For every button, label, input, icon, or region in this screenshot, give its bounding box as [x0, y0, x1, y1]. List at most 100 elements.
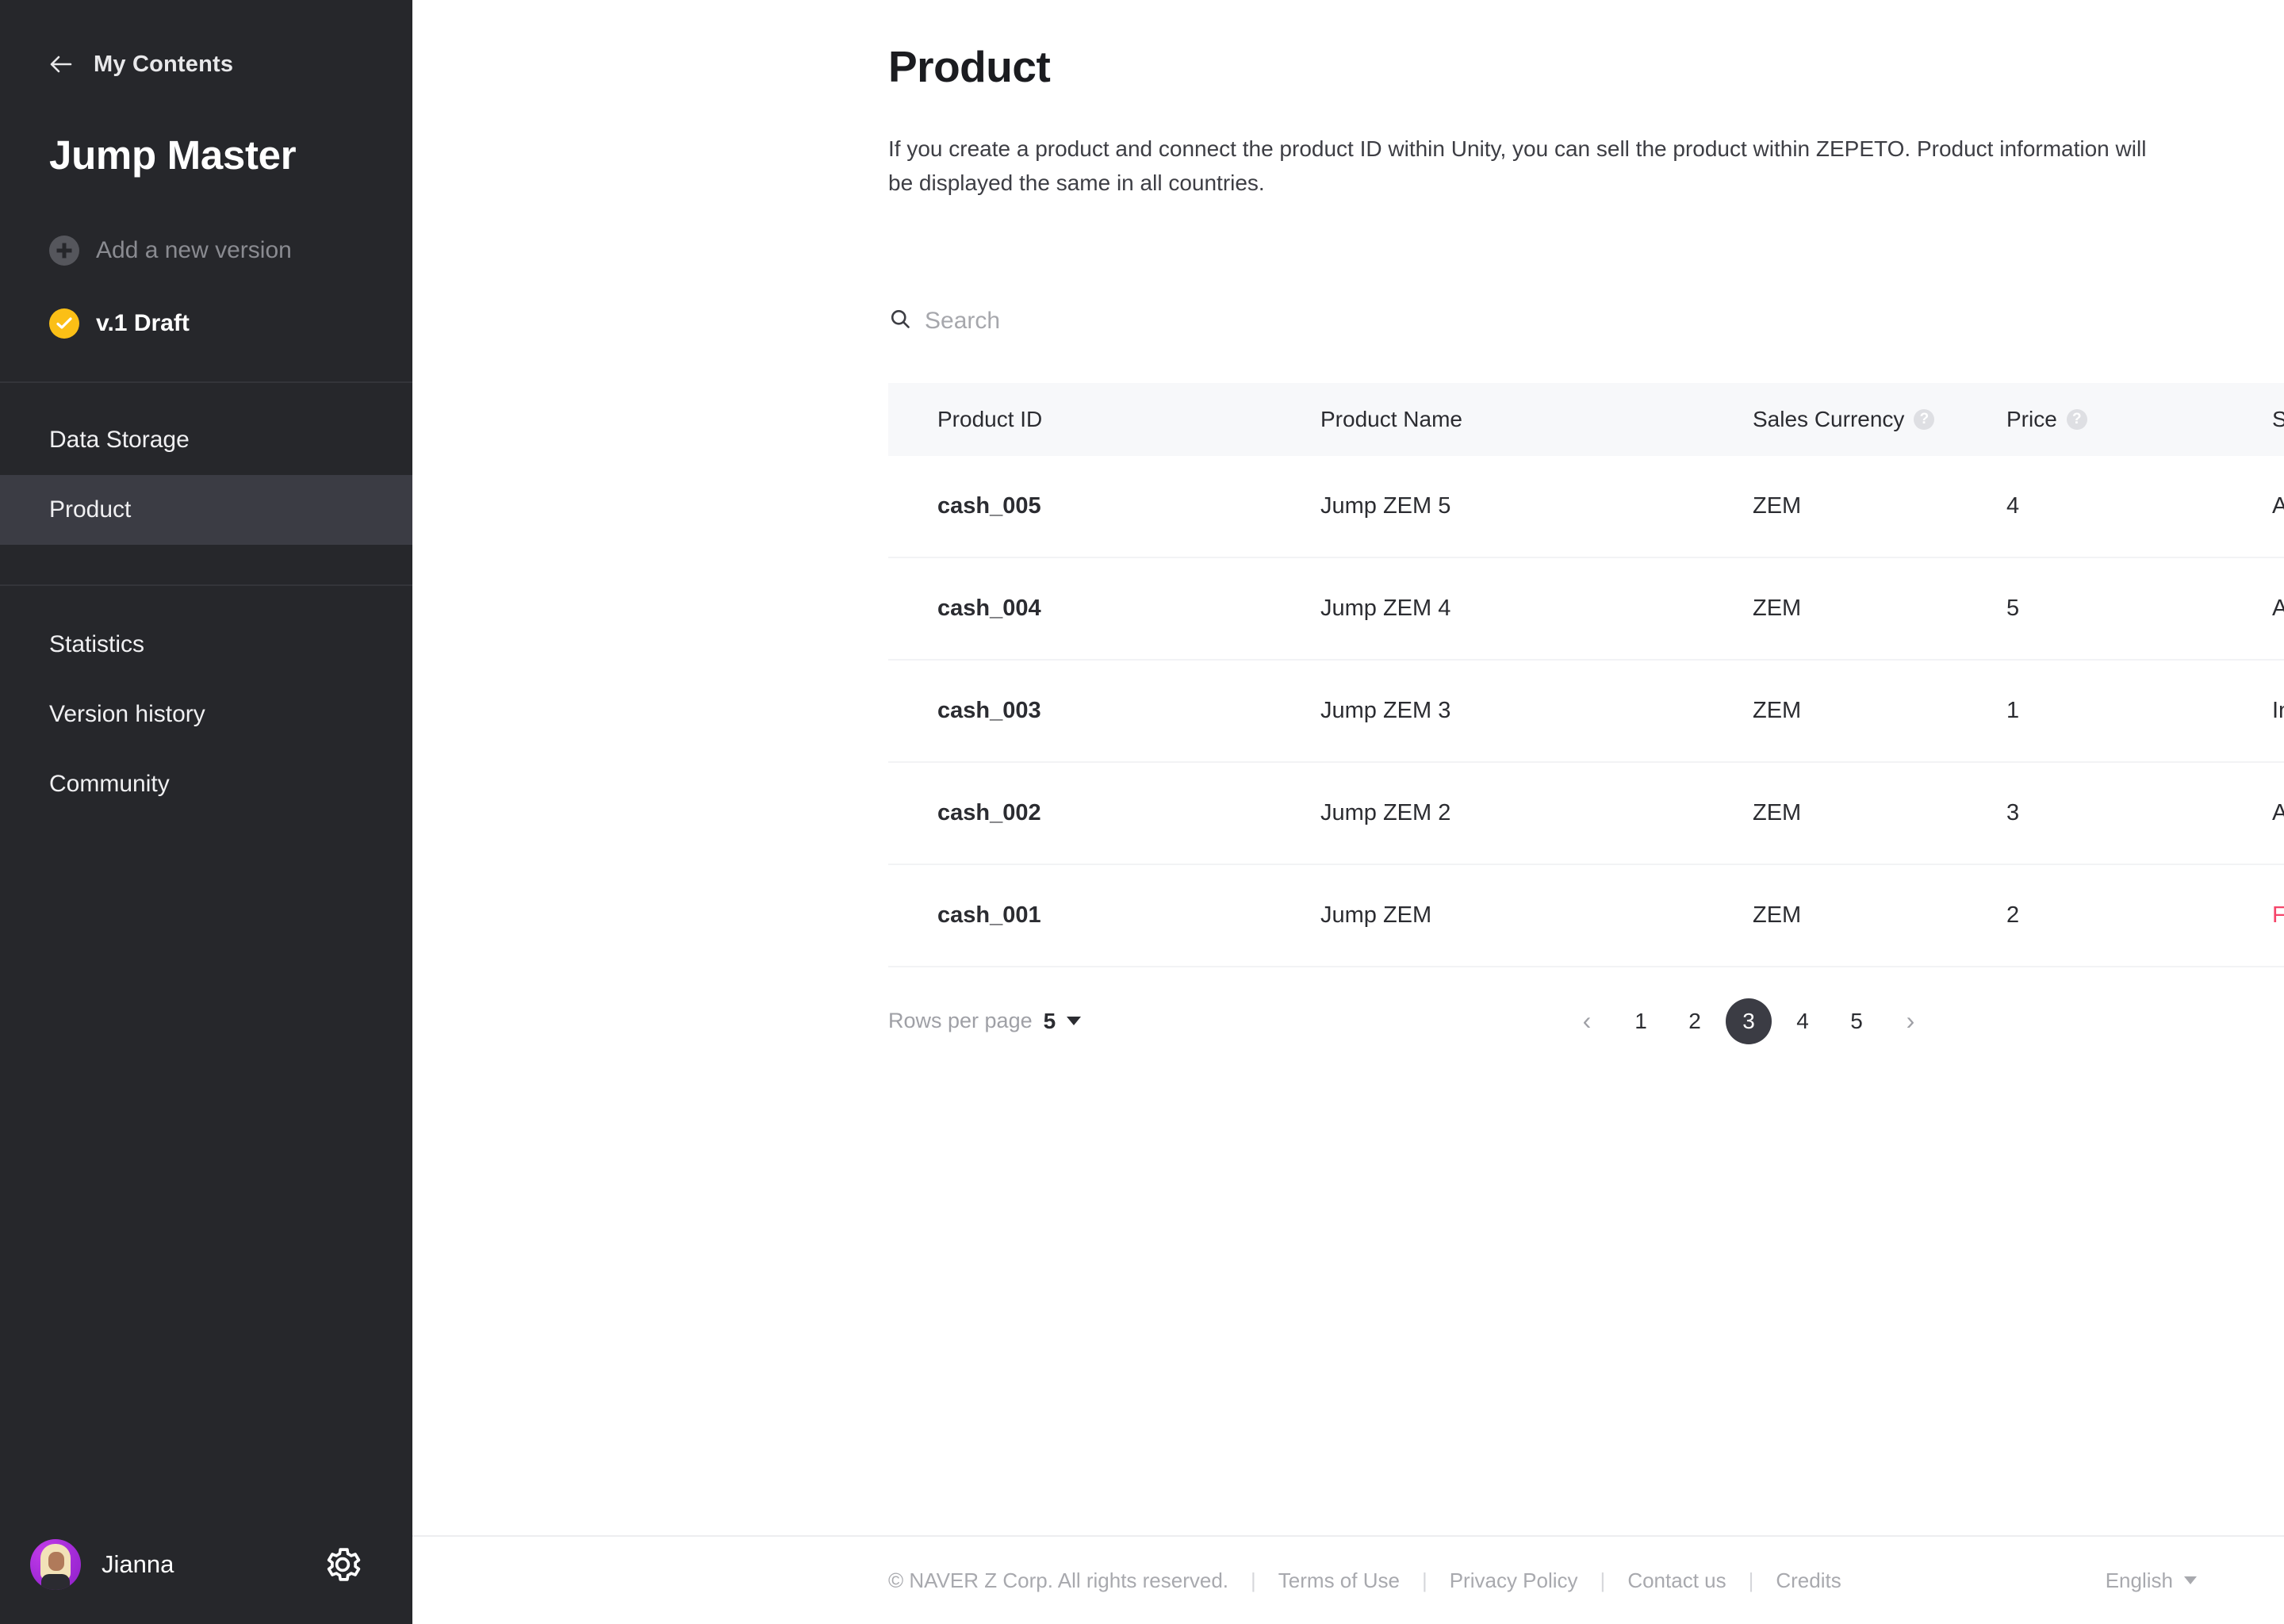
table-row[interactable]: cash_004 Jump ZEM 4 ZEM 5 Active [888, 558, 2284, 661]
cell-product-id: cash_004 [937, 595, 1041, 621]
check-circle-icon [49, 308, 79, 339]
cell-product-name: Jump ZEM 4 [1320, 595, 1451, 621]
sidebar-item-label: Data Storage [49, 427, 190, 453]
cell-product-id: cash_001 [937, 902, 1041, 928]
search-icon [888, 307, 912, 335]
sidebar-item-product[interactable]: Product [0, 475, 412, 545]
sidebar-divider-top [0, 381, 412, 383]
cell-status: Active [2272, 799, 2284, 825]
cell-product-name: Jump ZEM 5 [1320, 492, 1451, 519]
cell-sales-currency: ZEM [1753, 902, 1802, 928]
sidebar-item-label: Version history [49, 701, 205, 727]
cell-product-id: cash_005 [937, 492, 1041, 519]
pager-next-button[interactable]: › [1906, 1006, 1915, 1036]
sidebar-item-statistics[interactable]: Statistics [0, 610, 412, 680]
cell-status: Inactive [2272, 697, 2284, 723]
footer-link-contact-us[interactable]: Contact us [1627, 1568, 1726, 1592]
cell-status: Active [2272, 595, 2284, 621]
cell-sales-currency: ZEM [1753, 799, 1802, 825]
intro-row: If you create a product and connect the … [412, 92, 2284, 201]
table-header-row: Product ID Product Name Sales Currency ?… [888, 382, 2284, 456]
sidebar-item-data-storage[interactable]: Data Storage [0, 405, 412, 475]
cell-product-id: cash_002 [937, 799, 1041, 825]
page-title: Product [888, 42, 1051, 91]
table-row[interactable]: cash_002 Jump ZEM 2 ZEM 3 Active [888, 763, 2284, 865]
avatar-body [41, 1574, 70, 1590]
arrow-left-icon [46, 49, 76, 79]
column-header-status: Status ? [2272, 407, 2284, 432]
pager-prev-button[interactable]: ‹ [1582, 1006, 1592, 1036]
sidebar-item-version-history[interactable]: Version history [0, 680, 412, 749]
gear-icon[interactable] [322, 1544, 363, 1585]
footer-link-credits[interactable]: Credits [1776, 1568, 1841, 1592]
pager-page-1[interactable]: 1 [1634, 1008, 1647, 1033]
add-new-version-label: Add a new version [96, 237, 292, 263]
cell-sales-currency: ZEM [1753, 697, 1802, 723]
language-selector[interactable]: English [2106, 1568, 2197, 1593]
page-description: If you create a product and connect the … [888, 136, 2147, 196]
sidebar-user-footer: Jianna [0, 1505, 412, 1624]
footer-copyright: © NAVER Z Corp. All rights reserved. [888, 1568, 1229, 1592]
cell-price: 1 [2006, 697, 2020, 723]
search-box[interactable] [888, 307, 1337, 335]
cell-product-name: Jump ZEM 2 [1320, 799, 1451, 825]
column-label: Product ID [937, 406, 1043, 431]
column-label: Product Name [1320, 406, 1462, 431]
back-to-my-contents[interactable]: My Contents [0, 0, 412, 79]
footer-link-terms-of-use[interactable]: Terms of Use [1278, 1568, 1400, 1592]
table-toolbar: Create Product [412, 201, 2284, 353]
avatar-face [48, 1552, 64, 1571]
sidebar-divider-bottom [0, 584, 412, 586]
add-new-version-button[interactable]: Add a new version [49, 236, 412, 266]
sidebar-item-label: Product [49, 496, 132, 523]
language-label: English [2105, 1568, 2173, 1592]
pager-page-2[interactable]: 2 [1688, 1008, 1701, 1033]
help-icon[interactable]: ? [1914, 408, 1935, 430]
footer-separator: | [1600, 1568, 1606, 1592]
cell-product-id: cash_003 [937, 697, 1041, 723]
version-list: Add a new version v.1 Draft [0, 178, 412, 339]
user-name: Jianna [102, 1550, 174, 1578]
sidebar-item-label: Statistics [49, 631, 145, 657]
help-icon[interactable]: ? [2066, 408, 2087, 430]
sidebar-spacer-top [0, 383, 412, 405]
page-footer: © NAVER Z Corp. All rights reserved. | T… [412, 1535, 2284, 1624]
cell-price: 2 [2006, 902, 2020, 928]
project-title: Jump Master [49, 132, 297, 178]
table-row[interactable]: cash_005 Jump ZEM 5 ZEM 4 Active [888, 456, 2284, 558]
pager: ‹ 1 2 3 4 5 › [1564, 998, 1933, 1044]
footer-links: © NAVER Z Corp. All rights reserved. | T… [888, 1568, 1841, 1593]
rows-per-page-label: Rows per page [888, 1009, 1033, 1033]
sidebar-item-community[interactable]: Community [0, 749, 412, 819]
column-header-sales-currency: Sales Currency ? [1753, 407, 2006, 432]
table-row[interactable]: cash_003 Jump ZEM 3 ZEM 1 Inactive [888, 661, 2284, 763]
pager-page-3[interactable]: 3 [1726, 998, 1772, 1044]
footer-link-privacy-policy[interactable]: Privacy Policy [1449, 1568, 1578, 1592]
version-item-v1-draft[interactable]: v.1 Draft [49, 308, 412, 339]
cell-status: Active [2272, 492, 2284, 519]
avatar[interactable] [30, 1539, 81, 1590]
sidebar-nav-group-secondary: Statistics Version history Community [0, 586, 412, 819]
chevron-down-icon [1067, 1017, 1082, 1026]
search-input[interactable] [925, 307, 1337, 335]
pagination-bar: Rows per page 5 ‹ 1 2 3 4 5 › [888, 998, 2284, 1044]
pager-page-5[interactable]: 5 [1850, 1008, 1863, 1033]
footer-separator: | [1421, 1568, 1428, 1592]
cell-product-name: Jump ZEM [1320, 902, 1432, 928]
rows-per-page-selector[interactable]: Rows per page 5 [888, 1009, 1082, 1034]
sidebar-item-label: Community [49, 771, 170, 797]
pager-page-4[interactable]: 4 [1796, 1008, 1809, 1033]
table-row[interactable]: cash_001 Jump ZEM ZEM 2 Forbidden [888, 865, 2284, 967]
plus-icon [49, 236, 79, 266]
column-header-product-name: Product Name [1320, 407, 1753, 432]
column-header-price: Price ? [2006, 407, 2272, 432]
main-content: Product If you create a product and conn… [412, 0, 2284, 1624]
chevron-down-icon [2184, 1576, 2197, 1584]
column-label: Price [2006, 406, 2057, 431]
product-table: Product ID Product Name Sales Currency ?… [888, 382, 2284, 967]
footer-separator: | [1748, 1568, 1754, 1592]
version-item-label: v.1 Draft [96, 310, 190, 336]
cell-sales-currency: ZEM [1753, 595, 1802, 621]
column-header-product-id: Product ID [888, 407, 1320, 432]
